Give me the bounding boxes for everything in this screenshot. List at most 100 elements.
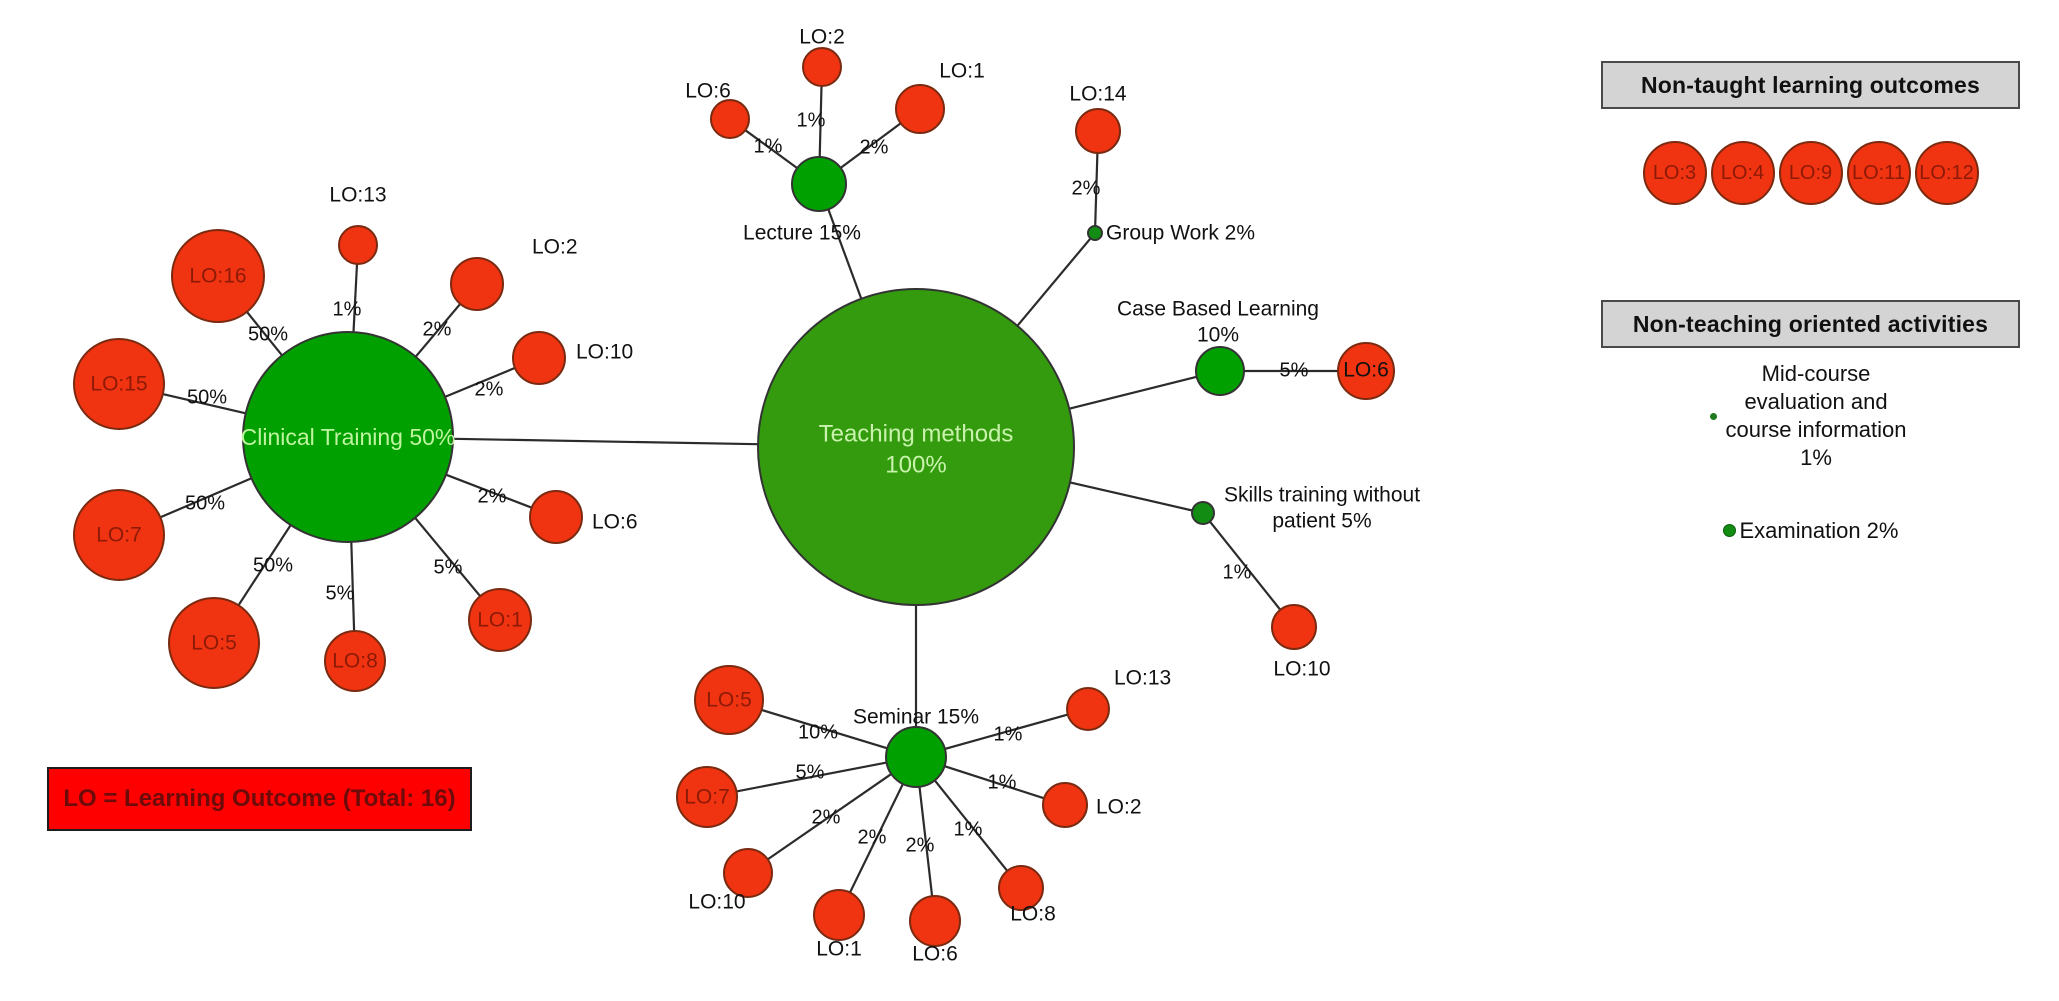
node-outcome-clinical-training-lo15[interactable] bbox=[73, 338, 165, 430]
node-seminar-label: Seminar 15% bbox=[853, 706, 979, 729]
node-outcome-seminar-lo8[interactable] bbox=[998, 865, 1044, 911]
outcome-label-clinical-training-7: LO:5 bbox=[191, 632, 237, 655]
legend-non-teaching-title: Non-teaching oriented activities bbox=[1632, 310, 1989, 337]
edge-pct-clinical-training-5: 5% bbox=[434, 556, 463, 578]
outcome-label-clinical-training-8: LO:7 bbox=[96, 524, 142, 547]
legend-non-taught-chip[interactable]: LO:11 bbox=[1846, 141, 1911, 205]
edge-clinical-training-to-outcome-6 bbox=[350, 541, 356, 632]
node-outcome-skills-training-lo10[interactable] bbox=[1271, 604, 1317, 650]
edge-clinical-training-to-outcome-7 bbox=[237, 524, 292, 606]
node-case-based-learning-label-line2: 10% bbox=[1197, 324, 1239, 347]
outcome-label-clinical-training-9: LO:15 bbox=[90, 373, 147, 396]
edge-pct-lecture-2: 2% bbox=[860, 136, 889, 158]
node-outcome-clinical-training-lo16[interactable] bbox=[171, 229, 265, 323]
labels-layer: Teaching methods 100% Clinical Training 50… bbox=[90, 26, 1420, 966]
outcome-label-clinical-training-2: LO:2 bbox=[532, 236, 578, 259]
edge-pct-seminar-4: 2% bbox=[906, 834, 935, 856]
node-outcome-lecture-lo2[interactable] bbox=[802, 47, 842, 87]
legend-non-taught-chip[interactable]: LO:12 bbox=[1914, 141, 1979, 205]
node-outcome-seminar-lo5[interactable] bbox=[694, 665, 764, 735]
edge-pct-group-work-0: 2% bbox=[1072, 177, 1101, 199]
outcome-label-seminar-4: LO:6 bbox=[912, 943, 958, 966]
node-lecture[interactable] bbox=[791, 156, 847, 212]
node-outcome-seminar-lo7[interactable] bbox=[676, 766, 738, 828]
edge-clinical-training-to-outcome-1 bbox=[352, 263, 359, 333]
node-outcome-seminar-lo10[interactable] bbox=[723, 848, 773, 898]
node-skills-training[interactable] bbox=[1191, 501, 1215, 525]
outcome-label-group-work-0: LO:14 bbox=[1069, 83, 1127, 106]
outcome-label-clinical-training-6: LO:8 bbox=[332, 650, 378, 673]
outcome-label-seminar-5: LO:1 bbox=[816, 938, 862, 961]
node-outcome-clinical-training-lo13[interactable] bbox=[338, 225, 378, 265]
node-teaching-methods-label: Teaching methods bbox=[819, 421, 1014, 448]
node-seminar[interactable] bbox=[885, 726, 947, 788]
node-outcome-clinical-training-lo2[interactable] bbox=[450, 257, 504, 311]
edge-clinical-training-to-outcome-0 bbox=[246, 311, 283, 356]
node-outcome-seminar-lo13[interactable] bbox=[1066, 687, 1110, 731]
node-teaching-methods[interactable] bbox=[757, 288, 1075, 606]
legend-non-taught-chip[interactable]: LO:9 bbox=[1778, 141, 1843, 205]
edges-layer bbox=[159, 85, 1338, 897]
node-outcome-clinical-training-lo5[interactable] bbox=[168, 597, 260, 689]
node-lecture-label: Lecture 15% bbox=[743, 222, 861, 245]
legend-non-taught-chip[interactable]: LO:3 bbox=[1642, 141, 1707, 205]
edge-seminar-to-outcome-1 bbox=[944, 713, 1069, 750]
outcome-label-seminar-2: LO:2 bbox=[1096, 796, 1142, 819]
outcome-label-seminar-6: LO:10 bbox=[688, 891, 745, 914]
edge-pct-seminar-0: 10% bbox=[798, 721, 838, 743]
edge-seminar-to-outcome-2 bbox=[944, 765, 1045, 800]
legend-non-teaching-item: Examination 2% bbox=[1601, 517, 2020, 545]
edge-pct-seminar-3: 1% bbox=[954, 818, 983, 840]
legend-non-teaching-item-label: Mid-course evaluation and course informati… bbox=[1725, 361, 1907, 471]
legend-non-teaching-title-box: Non-teaching oriented activities bbox=[1601, 300, 2020, 348]
edge-clinical-training-to-outcome-9 bbox=[162, 393, 246, 415]
edge-lecture-to-outcome-0 bbox=[744, 129, 798, 169]
edge-root-to-case-based-learning bbox=[1069, 375, 1197, 410]
node-skills-training-label-line1: Skills training without bbox=[1224, 484, 1420, 507]
edge-root-to-lecture bbox=[827, 208, 863, 300]
node-outcome-clinical-training-lo10[interactable] bbox=[512, 331, 566, 385]
edge-pct-clinical-training-1: 1% bbox=[333, 298, 362, 320]
legend-non-taught-chip-row: LO:3 LO:4 LO:9 LO:11 LO:12 bbox=[1601, 140, 2020, 206]
edge-pct-clinical-training-8: 50% bbox=[185, 492, 225, 514]
legend-lo-definition-box: LO = Learning Outcome (Total: 16) bbox=[47, 767, 472, 831]
node-group-work[interactable] bbox=[1087, 225, 1103, 241]
edge-clinical-training-to-outcome-8 bbox=[159, 477, 252, 519]
edge-clinical-training-to-outcome-5 bbox=[414, 517, 482, 597]
node-outcome-case-based-learning-lo6[interactable] bbox=[1337, 342, 1395, 400]
edge-skills-training-to-outcome-0 bbox=[1209, 520, 1282, 611]
node-outcome-clinical-training-lo8[interactable] bbox=[324, 630, 386, 692]
legend-non-taught-title: Non-taught learning outcomes bbox=[1640, 71, 1981, 98]
node-outcome-clinical-training-lo7[interactable] bbox=[73, 489, 165, 581]
edge-pct-clinical-training-6: 5% bbox=[326, 582, 355, 604]
node-outcome-seminar-lo6[interactable] bbox=[909, 895, 961, 947]
edge-seminar-to-outcome-0 bbox=[761, 708, 888, 750]
legend-non-teaching-items: Mid-course evaluation and course informati… bbox=[1601, 360, 2020, 545]
edge-pct-clinical-training-4: 2% bbox=[478, 485, 507, 507]
outcome-label-clinical-training-0: LO:16 bbox=[189, 265, 246, 288]
node-outcome-lecture-lo1[interactable] bbox=[895, 84, 945, 134]
node-clinical-training[interactable] bbox=[242, 331, 454, 543]
green-dot-icon bbox=[1722, 524, 1736, 538]
outcome-label-case-based-learning-0: LO:6 bbox=[1343, 359, 1389, 382]
node-outcome-seminar-lo2[interactable] bbox=[1042, 782, 1088, 828]
node-outcome-seminar-lo1[interactable] bbox=[813, 889, 865, 941]
edge-pct-seminar-2: 1% bbox=[988, 771, 1017, 793]
edge-pct-case-based-learning-0: 5% bbox=[1280, 359, 1309, 381]
node-outcome-group-work-lo14[interactable] bbox=[1075, 108, 1121, 154]
node-outcome-clinical-training-lo1[interactable] bbox=[468, 588, 532, 652]
edge-clinical-training-to-outcome-4 bbox=[445, 473, 533, 509]
outcome-label-lecture-2: LO:1 bbox=[939, 60, 985, 83]
legend-non-taught-chip[interactable]: LO:4 bbox=[1710, 141, 1775, 205]
outcome-label-lecture-1: LO:2 bbox=[799, 26, 845, 49]
edge-seminar-to-outcome-5 bbox=[849, 783, 904, 893]
node-teaching-methods-value: 100% bbox=[885, 452, 946, 479]
node-case-based-learning[interactable] bbox=[1195, 346, 1245, 396]
outcome-label-skills-training-0: LO:10 bbox=[1273, 658, 1330, 681]
edge-clinical-training-to-outcome-2 bbox=[414, 303, 462, 358]
edge-pct-clinical-training-7: 50% bbox=[253, 554, 293, 576]
node-outcome-clinical-training-lo6[interactable] bbox=[529, 490, 583, 544]
node-outcome-lecture-lo6[interactable] bbox=[710, 99, 750, 139]
edge-seminar-to-outcome-7 bbox=[736, 761, 887, 793]
